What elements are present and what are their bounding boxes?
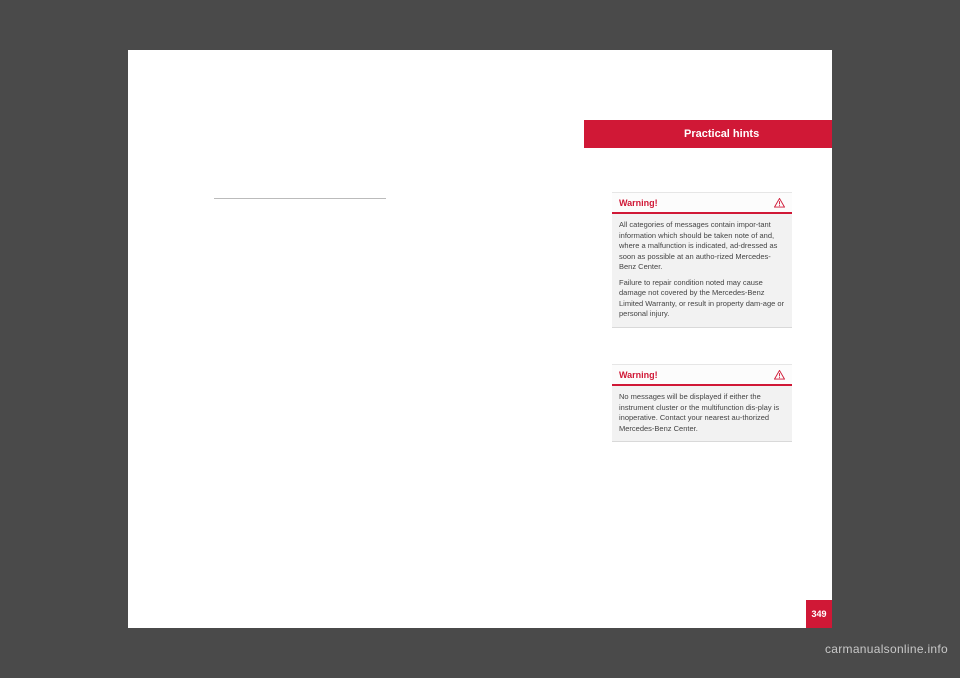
manual-page: Practical hints Warning! All categories … xyxy=(128,50,832,628)
warning-box-1: Warning! All categories of messages cont… xyxy=(612,192,792,328)
warning-paragraph: Failure to repair condition noted may ca… xyxy=(619,278,785,320)
warning-body: All categories of messages contain impor… xyxy=(612,214,792,327)
section-title: Practical hints xyxy=(684,128,759,140)
warning-header: Warning! xyxy=(612,192,792,214)
warning-box-2: Warning! No messages will be displayed i… xyxy=(612,364,792,442)
warning-label: Warning! xyxy=(619,198,658,208)
warning-label: Warning! xyxy=(619,370,658,380)
watermark-text: carmanualsonline.info xyxy=(825,642,948,656)
section-header-band: Practical hints xyxy=(584,120,832,148)
warning-triangle-icon xyxy=(774,370,785,380)
warning-triangle-icon xyxy=(774,198,785,208)
warning-paragraph: No messages will be displayed if either … xyxy=(619,392,785,434)
warning-header: Warning! xyxy=(612,364,792,386)
warning-body: No messages will be displayed if either … xyxy=(612,386,792,441)
warning-paragraph: All categories of messages contain impor… xyxy=(619,220,785,273)
page-number-badge: 349 xyxy=(806,600,832,628)
ref-divider-line xyxy=(214,198,386,199)
page-number: 349 xyxy=(811,609,826,619)
